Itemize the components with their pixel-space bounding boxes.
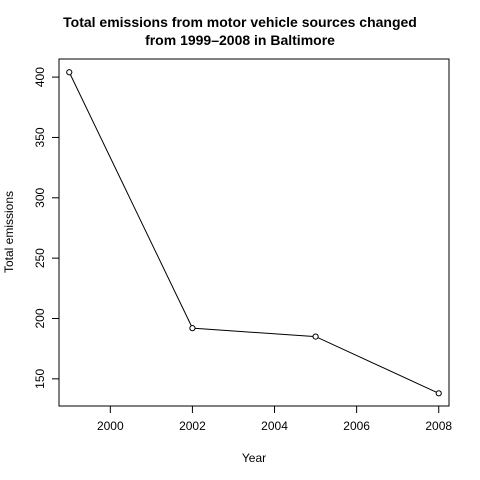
chart-title-line-1: Total emissions from motor vehicle sourc… <box>63 14 417 30</box>
data-points <box>66 69 442 397</box>
data-point <box>66 69 73 76</box>
x-tick-label: 2000 <box>97 419 124 433</box>
y-axis: 150 200 250 300 350 400 <box>33 67 60 389</box>
y-tick-label: 300 <box>33 187 47 207</box>
y-tick-label: 150 <box>33 369 47 389</box>
x-tick-label: 2004 <box>261 419 288 433</box>
series-line <box>68 72 439 394</box>
data-point <box>435 390 442 397</box>
data-point <box>312 333 319 340</box>
x-tick-label: 2002 <box>179 419 206 433</box>
y-tick-label: 250 <box>33 248 47 268</box>
y-tick-label: 400 <box>33 67 47 87</box>
x-tick-label: 2008 <box>425 419 452 433</box>
y-axis-label: Total emissions <box>2 191 16 273</box>
x-tick-label: 2006 <box>343 419 370 433</box>
x-axis-label: Year <box>242 451 266 465</box>
chart-title-line-2: from 1999–2008 in Baltimore <box>145 32 335 48</box>
x-axis: 2000 2002 2004 2006 2008 <box>97 405 452 433</box>
plot-area-frame <box>58 58 450 407</box>
y-tick-label: 350 <box>33 127 47 147</box>
y-tick-label: 200 <box>33 308 47 328</box>
data-point <box>189 325 196 332</box>
